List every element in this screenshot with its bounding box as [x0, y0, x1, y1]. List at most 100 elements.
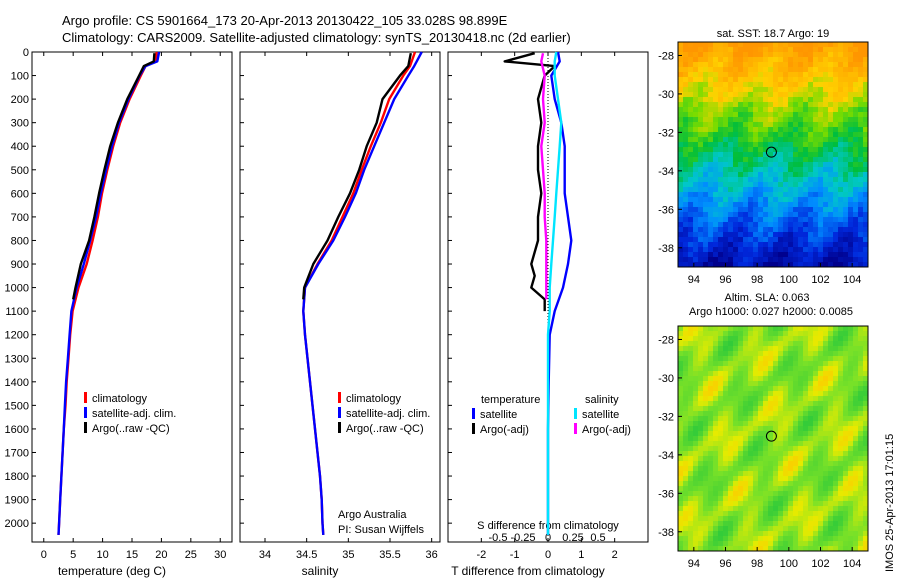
map-cell: [783, 496, 789, 502]
map-cell: [733, 486, 739, 492]
map-cell: [708, 541, 714, 547]
map-cell: [863, 511, 869, 517]
y-tick-label: 300: [11, 118, 29, 130]
map-cell: [723, 147, 729, 153]
map-cell: [743, 237, 749, 243]
map-cell: [748, 157, 754, 163]
map-cell: [678, 177, 684, 183]
map-cell: [863, 396, 869, 402]
map-cell: [693, 536, 699, 542]
map-cell: [788, 82, 794, 88]
map-cell: [803, 501, 809, 507]
map-cell: [788, 331, 794, 337]
map-cell: [818, 391, 824, 397]
map-cell: [783, 197, 789, 203]
map-cell: [823, 87, 829, 93]
map-cell: [858, 376, 864, 382]
map-cell: [688, 107, 694, 113]
map-cell: [758, 122, 764, 128]
map-cell: [818, 247, 824, 253]
map-cell: [768, 187, 774, 193]
map-cell: [843, 77, 849, 83]
map-cell: [693, 351, 699, 357]
map-cell: [828, 496, 834, 502]
map-cell: [748, 217, 754, 223]
map-cell: [738, 331, 744, 337]
map-cell: [808, 162, 814, 168]
map-cell: [858, 331, 864, 337]
map-cell: [773, 361, 779, 367]
map-cell: [778, 426, 784, 432]
y-tick-label: 700: [11, 212, 29, 224]
map-cell: [743, 516, 749, 522]
map-cell: [738, 97, 744, 103]
map-cell: [683, 436, 689, 442]
map-cell: [728, 436, 734, 442]
map-cell: [718, 496, 724, 502]
top-tick-label: 0.5: [590, 532, 605, 544]
map-cell: [738, 182, 744, 188]
map-cell: [773, 182, 779, 188]
map-cell: [853, 77, 859, 83]
map-cell: [768, 491, 774, 497]
map-cell: [818, 411, 824, 417]
map-cell: [788, 431, 794, 437]
map-cell: [713, 212, 719, 218]
map-cell: [743, 42, 749, 48]
map-cell: [843, 42, 849, 48]
map-cell: [758, 511, 764, 517]
map-cell: [748, 326, 754, 332]
map-cell: [828, 526, 834, 532]
map-cell: [683, 421, 689, 427]
map-cell: [813, 177, 819, 183]
map-cell: [718, 222, 724, 228]
map-cell: [773, 202, 779, 208]
map-cell: [853, 207, 859, 213]
map-cell: [803, 42, 809, 48]
map-cell: [708, 247, 714, 253]
map-cell: [678, 197, 684, 203]
map-cell: [693, 456, 699, 462]
map-cell: [728, 122, 734, 128]
map-cell: [683, 177, 689, 183]
map-cell: [833, 207, 839, 213]
map-cell: [813, 486, 819, 492]
map-cell: [688, 346, 694, 352]
map-cell: [683, 227, 689, 233]
map-cell: [778, 541, 784, 547]
map-cell: [838, 486, 844, 492]
map-cell: [853, 351, 859, 357]
map-cell: [823, 466, 829, 472]
map-cell: [768, 546, 774, 552]
map-cell: [843, 97, 849, 103]
map-cell: [713, 262, 719, 268]
map-cell: [698, 77, 704, 83]
map-cell: [728, 77, 734, 83]
map-cell: [823, 242, 829, 248]
y-tick-label: 1000: [5, 283, 29, 295]
map-cell: [798, 257, 804, 263]
map-cell: [863, 506, 869, 512]
map-cell: [693, 217, 699, 223]
map-cell: [848, 496, 854, 502]
map-cell: [803, 62, 809, 68]
map-cell: [748, 212, 754, 218]
map-cell: [828, 52, 834, 58]
map-cell: [808, 152, 814, 158]
map-cell: [753, 82, 759, 88]
map-cell: [748, 466, 754, 472]
map-cell: [708, 341, 714, 347]
map-cell: [823, 486, 829, 492]
map-cell: [783, 401, 789, 407]
map-cell: [693, 386, 699, 392]
map-cell: [743, 167, 749, 173]
map-cell: [718, 486, 724, 492]
map-cell: [833, 331, 839, 337]
map-cell: [858, 451, 864, 457]
map-cell: [823, 401, 829, 407]
map-cell: [703, 351, 709, 357]
map-cell: [683, 521, 689, 527]
map-cell: [753, 326, 759, 332]
map-cell: [763, 247, 769, 253]
map-cell: [678, 157, 684, 163]
